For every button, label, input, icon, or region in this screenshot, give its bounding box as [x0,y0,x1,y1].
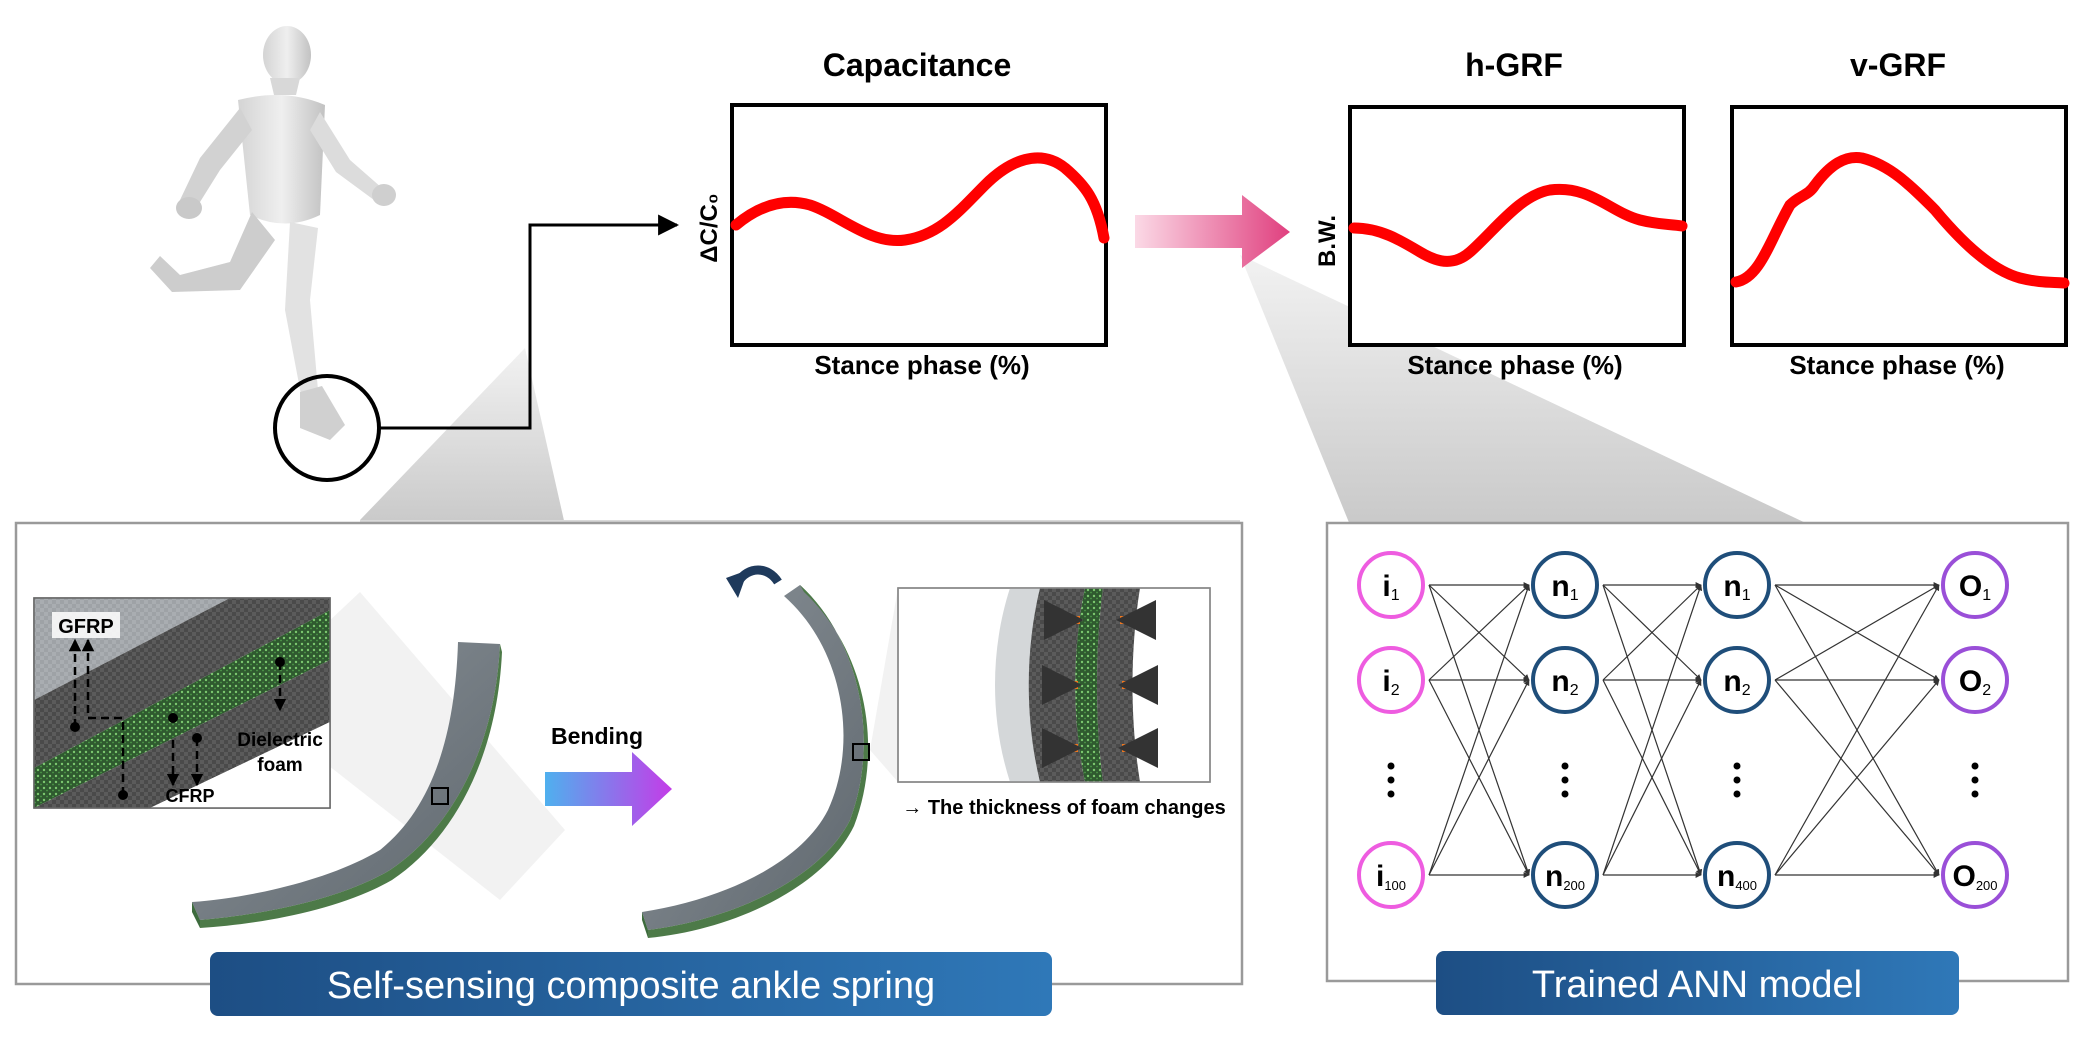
runner-figure [150,26,396,440]
output-node [1941,551,2009,619]
bend-rotation-arrowhead [726,570,748,598]
v-grf-frame [1730,105,2068,347]
spring-banner-label: Self-sensing composite ankle spring [327,965,935,1007]
output-ellipsis-dot [1971,762,1979,770]
h-grf-curve [1348,183,1688,267]
ann-connection-line [1602,679,1702,876]
capacitance-xlabel: Stance phase (%) [814,350,1029,380]
input-node-label: i100 [1376,860,1406,893]
hidden1-ellipsis-dot [1561,790,1569,798]
hidden2-node [1703,841,1771,909]
v-grf-curve [1730,151,2070,289]
v-grf-title: v-GRF [1850,47,1946,83]
output-node [1941,646,2009,714]
spring-banner [210,952,1052,1016]
capacitance-curve [730,152,1110,247]
ann-connection-line [1428,679,1530,876]
input-node [1357,646,1425,714]
ann-banner-label: Trained ANN model [1532,964,1862,1006]
ann-connection-line [1602,584,1703,876]
output-ellipsis-dot [1971,776,1979,784]
output-ellipsis-dot [1971,790,1979,798]
hidden2-node [1703,646,1771,714]
ann-connection-line [1428,584,1530,681]
ann-connection-line [1774,584,1940,681]
ann-connection-line [1774,679,1940,876]
hidden2-ellipsis-dot [1733,776,1741,784]
h-grf-ylabel: B.W. [1314,215,1341,267]
input-node [1357,841,1425,909]
ann-connection-line [1774,584,1940,876]
hidden2-ellipsis-dot [1733,790,1741,798]
hidden2-ellipsis-dot [1733,762,1741,770]
input-node [1357,551,1425,619]
spring-zoom-box [431,787,449,805]
hidden2-node-label: n400 [1717,860,1757,893]
output-node-label: O1 [1959,570,1991,604]
hidden1-ellipsis-dot [1561,776,1569,784]
h-grf-title: h-GRF [1465,47,1563,83]
input-ellipsis-dot [1387,790,1395,798]
input-ellipsis-dot [1387,776,1395,784]
foam-note-label: → The thickness of foam changes [902,797,1225,819]
bending-arrow [545,752,672,826]
ann-banner [1436,951,1959,1015]
spring-panel: GFRP CFRP Dielectric foam Bending [14,521,1244,1016]
input-node-label: i2 [1382,665,1399,699]
hidden2-node [1703,551,1771,619]
hidden1-node-label: n1 [1551,570,1578,604]
ann-connection-line [1428,584,1531,876]
capacitance-title: Capacitance [823,47,1012,83]
v-grf-plot: v-GRF Stance phase (%) [1730,47,2070,380]
ann-connections [1428,582,1940,878]
hidden2-node-label: n1 [1723,570,1750,604]
bent-spring [642,565,870,938]
cross-section-inset: GFRP CFRP Dielectric foam [33,592,565,900]
h-grf-plot: h-GRF B.W. Stance phase (%) [1314,47,1688,380]
gfrp-label: GFRP [58,616,114,638]
hidden2-node-label: n2 [1723,665,1750,699]
output-node [1941,841,2009,909]
zoom-cone-spring [360,348,565,525]
hidden1-node-label: n200 [1545,860,1585,893]
hidden1-ellipsis-dot [1561,762,1569,770]
capacitance-ylabel: ΔC/C₀ [696,193,723,262]
ann-connection-line [1602,584,1702,681]
bent-zoom-box [852,743,870,761]
cfrp-label: CFRP [166,786,215,806]
hidden1-node [1531,551,1599,619]
ann-panel: i1 i2 i100 n1 n2 n200 n1 n2 n400 O1 O2 O200 Trained… [1325,521,2070,1015]
h-grf-xlabel: Stance phase (%) [1407,350,1622,380]
hidden1-node-label: n2 [1551,665,1578,699]
h-grf-frame [1348,105,1686,347]
unbent-spring [192,642,502,928]
hidden1-node [1531,646,1599,714]
hidden1-node [1531,841,1599,909]
dielectric-label-line1: Dielectric [237,730,323,751]
foam-thickness-inset: → The thickness of foam changes [870,587,1226,819]
ann-nodes: i1 i2 i100 n1 n2 n200 n1 n2 n400 O1 O2 O200 [1357,551,2009,909]
v-grf-xlabel: Stance phase (%) [1789,350,2004,380]
capacitance-plot: Capacitance ΔC/C₀ Stance phase (%) [696,47,1110,380]
bending-label: Bending [551,723,643,749]
signal-connector-arrow [379,214,680,430]
output-node-label: O200 [1952,860,1997,893]
input-node-label: i1 [1382,570,1399,604]
output-node-label: O2 [1959,665,1991,699]
input-ellipsis-dot [1387,762,1395,770]
pink-flow-arrow [1135,195,1290,268]
capacitance-frame [730,103,1108,347]
dielectric-label-line2: foam [257,755,302,776]
